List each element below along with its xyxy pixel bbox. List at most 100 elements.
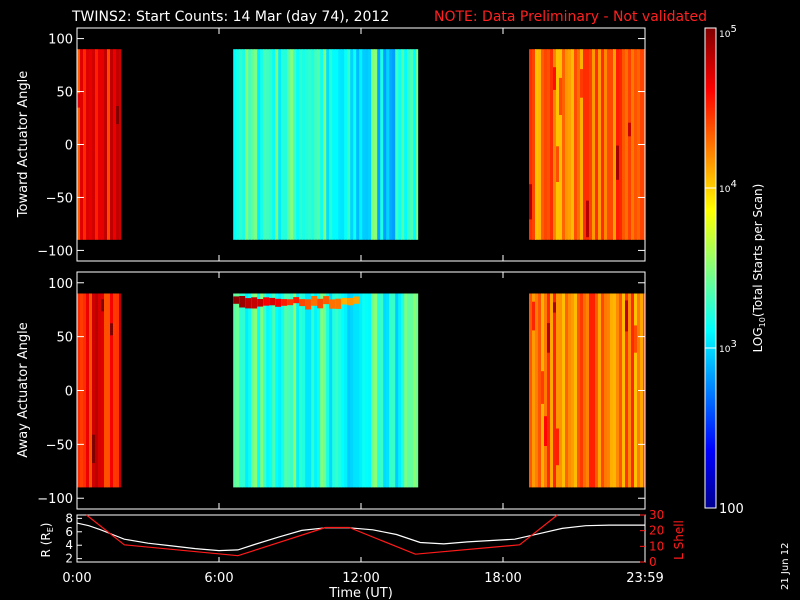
hm2-cell [269, 298, 275, 305]
left-y-tick-label: 8 [65, 511, 73, 525]
hm1-cell [101, 49, 104, 240]
hm2-cell [317, 299, 323, 309]
hm1-cell [583, 49, 586, 240]
hm2-cell [550, 294, 553, 488]
hm1-cell [110, 49, 113, 240]
hm2-cell [239, 296, 245, 308]
hm2-cell [302, 294, 305, 488]
hm2-cell [413, 294, 416, 488]
hm1-cell [541, 49, 544, 240]
orbit-ylabel-right: L Shell [672, 520, 686, 560]
hm2-cell [541, 371, 544, 404]
hm2-cell [380, 294, 383, 488]
hm2-cell [580, 294, 583, 488]
y-tick-label: −50 [46, 438, 73, 453]
hm1-cell [529, 184, 532, 219]
hm2-cell [365, 294, 368, 488]
hm1-cell [95, 49, 98, 240]
hm2-cell [341, 294, 344, 488]
hm2-cell [559, 294, 562, 488]
hm2-cell [299, 294, 302, 488]
hm1-cell [631, 49, 634, 240]
hm1-cell [556, 49, 559, 240]
hm2-cell [329, 299, 335, 308]
hm2-cell [568, 294, 571, 488]
orbit-ylabel-left: R (RE) [39, 523, 55, 558]
hm2-cell [562, 294, 565, 488]
hm2-cell [116, 294, 119, 488]
hm1-cell [299, 49, 302, 240]
hm2-cell [92, 435, 95, 463]
hm2-cell [242, 294, 245, 488]
hm2-cell [634, 325, 637, 352]
hm1-cell [239, 49, 242, 240]
hm1-cell [535, 49, 538, 240]
hm2-cell [284, 294, 287, 488]
hm2-cell [101, 294, 104, 488]
hm2-cell [95, 294, 98, 488]
hm2-cell [368, 294, 371, 488]
hm2-cell [383, 294, 386, 488]
hm1-cell [251, 49, 254, 240]
away-panel: −100−50050100 Away Actuator Angle [16, 272, 645, 509]
hm1-cell [547, 49, 550, 240]
hm2-cell [574, 294, 577, 488]
hm1-cell [104, 49, 107, 240]
hm1-cell [323, 49, 326, 240]
hm2-cell [290, 294, 293, 488]
hm2-cell [565, 294, 568, 488]
hm1-cell [242, 49, 245, 240]
hm1-cell [245, 49, 248, 240]
hm1-cell [407, 49, 410, 240]
away-heatmap [77, 272, 645, 509]
hm1-cell [89, 49, 92, 240]
hm1-cell [628, 123, 631, 137]
hm1-cell [350, 49, 353, 240]
hm1-cell [236, 49, 239, 240]
hm2-cell [386, 294, 389, 488]
hm1-cell [625, 49, 628, 240]
y-tick-label: −100 [37, 492, 73, 507]
hm2-cell [254, 294, 257, 488]
hm2-cell [407, 294, 410, 488]
hm1-cell [592, 49, 595, 240]
hm1-cell [293, 49, 296, 240]
hm2-cell [350, 294, 353, 488]
hm2-cell [269, 294, 272, 488]
hm1-cell [353, 49, 356, 240]
hm2-cell [326, 294, 329, 488]
hm1-cell [601, 49, 604, 240]
hm1-cell [116, 106, 119, 124]
hm2-cell [401, 294, 404, 488]
hm2-cell [263, 297, 269, 305]
hm2-cell [389, 294, 392, 488]
hm2-cell [344, 294, 347, 488]
hm1-cell [571, 49, 574, 240]
y-tick-label: 50 [56, 331, 73, 346]
hm1-cell [634, 49, 637, 240]
hm1-cell [622, 49, 625, 240]
hm1-cell [586, 201, 589, 238]
hm1-cell [119, 49, 121, 240]
left-y-tick-label: 6 [65, 525, 73, 539]
hm2-cell [245, 294, 248, 488]
hm2-cell [404, 294, 407, 488]
hm1-cell [616, 49, 619, 240]
hm2-cell [323, 294, 326, 488]
hm1-cell [565, 49, 568, 240]
hm2-cell [347, 294, 350, 488]
hm2-cell [329, 294, 332, 488]
hm2-cell [323, 296, 329, 304]
hm1-cell [341, 49, 344, 240]
hm1-cell [598, 49, 601, 240]
hm1-cell [320, 49, 323, 240]
hm1-cell [380, 49, 383, 240]
hm2-cell [395, 294, 398, 488]
hm2-cell [532, 302, 535, 331]
y-tick-label: 0 [65, 139, 73, 154]
hm1-cell [314, 49, 317, 240]
hm1-cell [532, 49, 535, 240]
hm1-cell [326, 49, 329, 240]
hm2-cell [233, 296, 239, 303]
hm1-cell [577, 49, 580, 240]
